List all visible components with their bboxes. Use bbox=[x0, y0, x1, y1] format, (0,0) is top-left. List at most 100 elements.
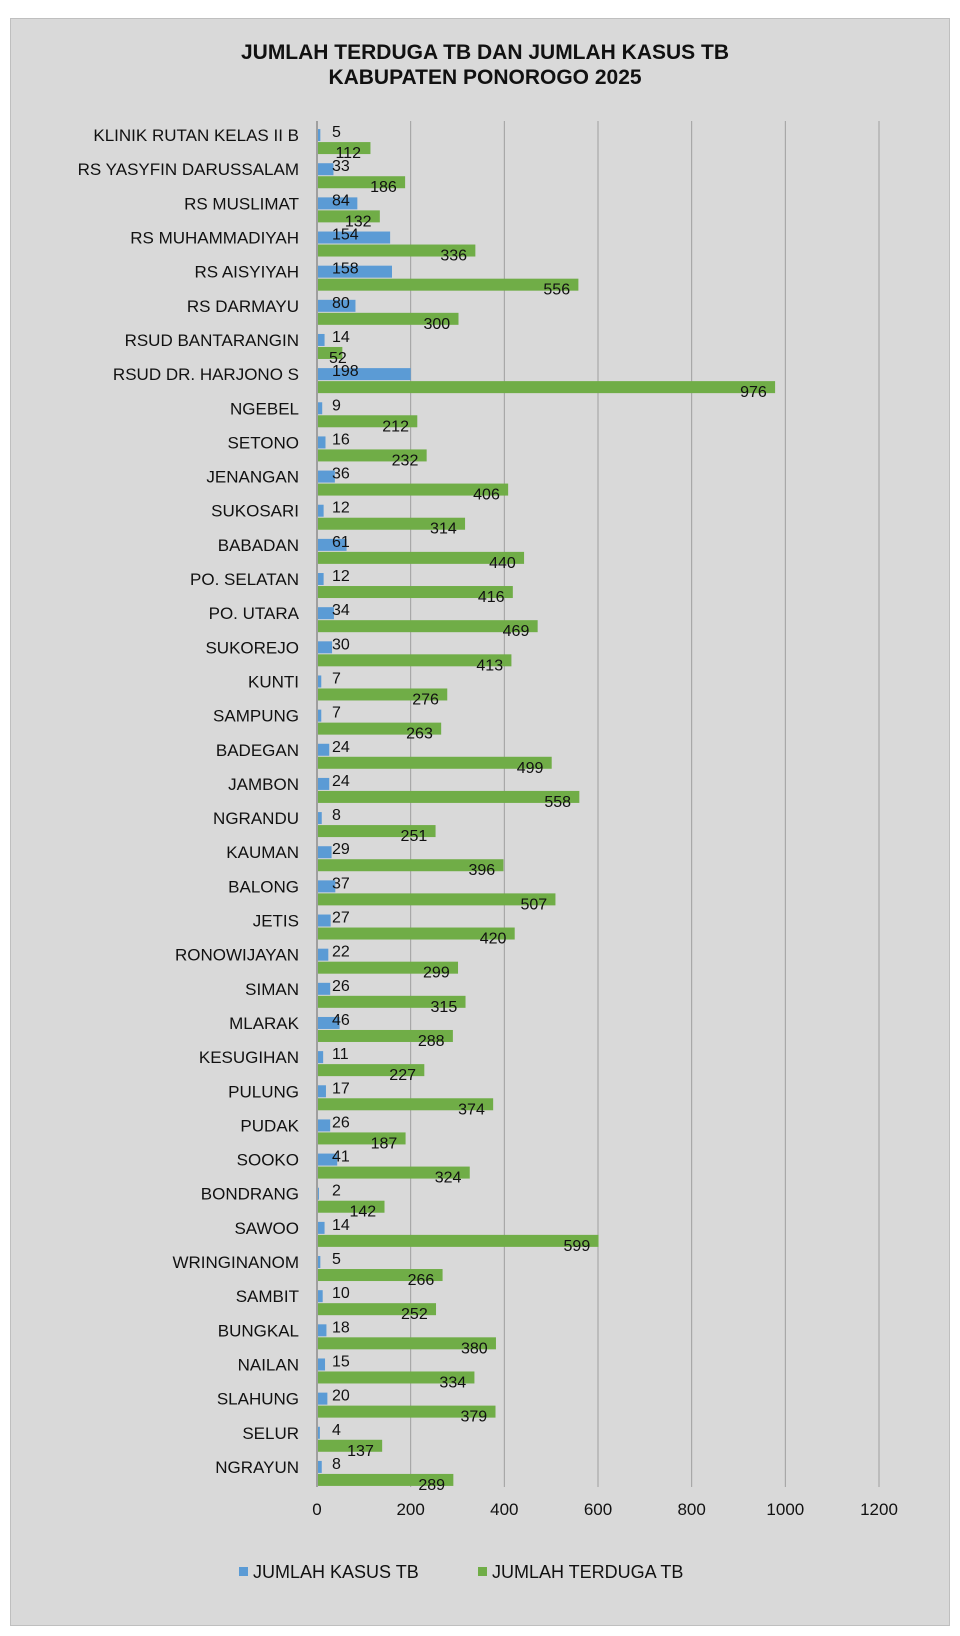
value-label-kasus: 20 bbox=[332, 1388, 350, 1405]
chart-subtitle: KABUPATEN PONOROGO 2025 bbox=[328, 66, 641, 89]
category-label: MLARAK bbox=[229, 1014, 300, 1033]
x-tick-label: 1200 bbox=[860, 1500, 898, 1519]
bar-kasus bbox=[318, 333, 325, 346]
bar-kasus bbox=[318, 607, 334, 620]
value-label-kasus: 26 bbox=[332, 978, 350, 995]
value-label-kasus: 7 bbox=[332, 705, 341, 722]
bar-kasus bbox=[318, 982, 331, 995]
bar-kasus bbox=[318, 402, 323, 415]
bar-kasus bbox=[318, 675, 322, 688]
value-label-kasus: 8 bbox=[332, 1456, 341, 1473]
bar-kasus bbox=[318, 641, 333, 654]
value-label-kasus: 84 bbox=[332, 192, 350, 209]
bar-kasus bbox=[318, 846, 332, 859]
bar-terduga bbox=[318, 381, 776, 394]
value-label-terduga: 300 bbox=[424, 316, 451, 333]
category-label: SAWOO bbox=[234, 1219, 299, 1238]
bar-terduga bbox=[318, 1371, 475, 1384]
bar-kasus bbox=[318, 1426, 320, 1439]
value-label-terduga: 396 bbox=[468, 862, 495, 879]
bar-kasus bbox=[318, 1221, 325, 1234]
value-label-kasus: 7 bbox=[332, 670, 341, 687]
bar-kasus bbox=[318, 1358, 326, 1371]
category-label: NGRANDU bbox=[213, 809, 299, 828]
gridlines bbox=[316, 121, 880, 1487]
category-label: SUKOREJO bbox=[205, 638, 299, 657]
value-label-terduga: 289 bbox=[418, 1477, 445, 1494]
bar-terduga bbox=[318, 859, 504, 872]
bar-terduga bbox=[318, 1098, 494, 1111]
bar-terduga bbox=[318, 449, 427, 462]
value-label-kasus: 12 bbox=[332, 500, 350, 517]
value-label-kasus: 10 bbox=[332, 1285, 350, 1302]
bar-kasus bbox=[318, 1153, 338, 1166]
chart-title: JUMLAH TERDUGA TB DAN JUMLAH KASUS TB bbox=[241, 41, 729, 64]
value-label-terduga: 252 bbox=[401, 1306, 428, 1323]
category-label: SLAHUNG bbox=[217, 1390, 299, 1409]
bar-terduga bbox=[318, 1166, 470, 1179]
bar-kasus bbox=[318, 368, 411, 381]
category-label: JETIS bbox=[253, 912, 299, 931]
value-label-terduga: 406 bbox=[473, 487, 500, 504]
category-label: WRINGINANOM bbox=[172, 1253, 299, 1272]
value-label-kasus: 29 bbox=[332, 841, 350, 858]
value-label-terduga: 556 bbox=[543, 282, 570, 299]
x-tick-label: 0 bbox=[312, 1500, 321, 1519]
bar-terduga bbox=[318, 1269, 443, 1282]
category-label: BADEGAN bbox=[216, 741, 299, 760]
category-label: RS DARMAYU bbox=[187, 297, 299, 316]
value-label-terduga: 380 bbox=[461, 1340, 488, 1357]
value-label-kasus: 158 bbox=[332, 261, 359, 278]
category-label: KAUMAN bbox=[226, 843, 299, 862]
category-label: KESUGIHAN bbox=[199, 1048, 299, 1067]
bar-terduga bbox=[318, 483, 509, 496]
value-label-terduga: 132 bbox=[345, 213, 372, 230]
legend-swatch-terduga bbox=[478, 1567, 487, 1576]
value-label-kasus: 154 bbox=[332, 227, 359, 244]
value-label-terduga: 187 bbox=[371, 1135, 398, 1152]
value-label-terduga: 469 bbox=[503, 623, 530, 640]
value-label-terduga: 374 bbox=[458, 1101, 485, 1118]
chart-area: JUMLAH TERDUGA TB DAN JUMLAH KASUS TB KA… bbox=[78, 41, 898, 1582]
value-label-kasus: 14 bbox=[332, 1217, 350, 1234]
category-label: RS YASYFIN DARUSSALAM bbox=[78, 160, 299, 179]
value-label-terduga: 558 bbox=[544, 794, 571, 811]
value-label-kasus: 34 bbox=[332, 602, 350, 619]
bar-kasus bbox=[318, 1256, 321, 1269]
bar-kasus bbox=[318, 777, 330, 790]
value-label-terduga: 599 bbox=[564, 1238, 591, 1255]
value-label-kasus: 30 bbox=[332, 636, 350, 653]
value-label-terduga: 276 bbox=[412, 691, 439, 708]
x-axis-ticks: 0 200 400 600 800 1000 1200 bbox=[312, 1500, 898, 1519]
value-label-terduga: 227 bbox=[389, 1067, 416, 1084]
category-label: RS MUHAMMADIYAH bbox=[130, 229, 299, 248]
category-label: SOOKO bbox=[237, 1151, 299, 1170]
bar-terduga bbox=[318, 961, 459, 974]
value-labels: 5112331868413215433615855680300145219897… bbox=[329, 124, 767, 1494]
bar-terduga bbox=[318, 1200, 385, 1213]
value-label-terduga: 416 bbox=[478, 589, 505, 606]
value-label-kasus: 16 bbox=[332, 431, 350, 448]
value-label-kasus: 18 bbox=[332, 1319, 350, 1336]
bar-kasus bbox=[318, 1290, 323, 1303]
category-label: PULUNG bbox=[228, 1082, 299, 1101]
bar-terduga bbox=[318, 551, 525, 564]
category-label: RSUD BANTARANGIN bbox=[125, 331, 299, 350]
category-label: BONDRANG bbox=[201, 1185, 299, 1204]
value-label-kasus: 8 bbox=[332, 807, 341, 824]
value-label-terduga: 379 bbox=[460, 1409, 487, 1426]
legend-label-kasus: JUMLAH KASUS TB bbox=[253, 1562, 419, 1582]
bars bbox=[318, 129, 776, 1486]
category-label: NAILAN bbox=[238, 1355, 299, 1374]
category-label: SIMAN bbox=[245, 980, 299, 999]
bar-kasus bbox=[318, 1392, 328, 1405]
bar-terduga bbox=[318, 142, 371, 155]
bar-terduga bbox=[318, 586, 513, 599]
category-label: PO. UTARA bbox=[209, 604, 300, 623]
bar-terduga bbox=[318, 1473, 454, 1486]
value-label-terduga: 440 bbox=[489, 555, 516, 572]
value-label-terduga: 413 bbox=[476, 657, 503, 674]
value-label-kasus: 41 bbox=[332, 1149, 350, 1166]
value-label-kasus: 5 bbox=[332, 124, 341, 141]
bar-kasus bbox=[318, 299, 356, 312]
